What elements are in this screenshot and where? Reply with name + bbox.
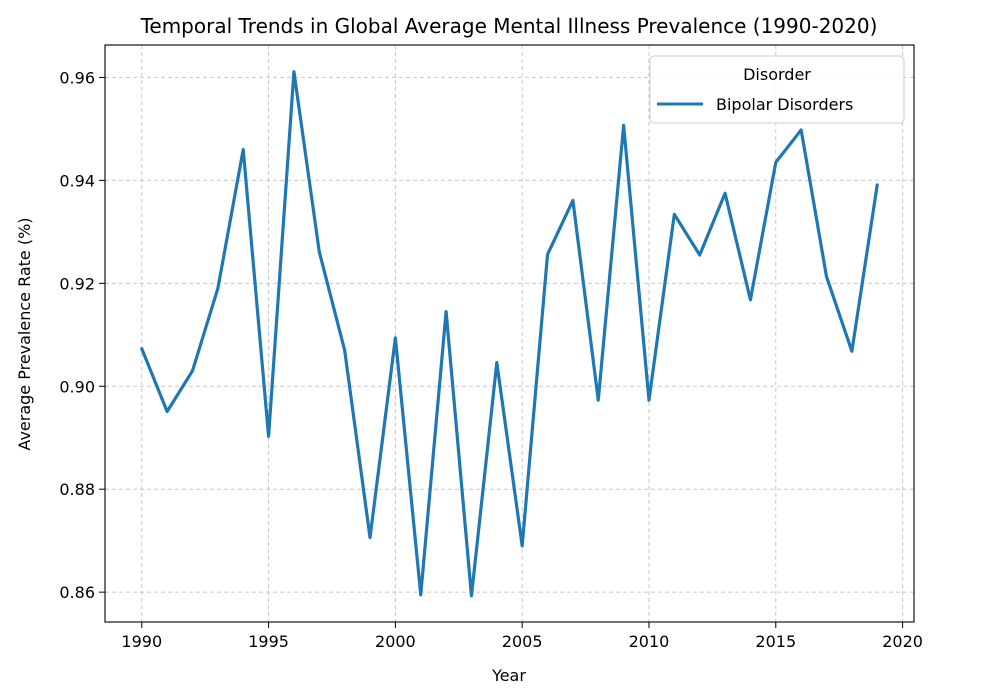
plot-frame <box>104 44 915 623</box>
y-tick-label: 0.96 <box>59 68 95 87</box>
legend-title: Disorder <box>743 65 811 84</box>
y-axis-label: Average Prevalence Rate (%) <box>15 217 34 450</box>
y-axis-ticks: 0.86 0.88 0.90 0.92 0.94 0.96 <box>59 68 105 602</box>
x-axis-ticks: 1990 1995 2000 2005 2010 2015 2020 <box>121 622 923 651</box>
y-tick-label: 0.92 <box>59 274 95 293</box>
chart-title: Temporal Trends in Global Average Mental… <box>140 14 878 38</box>
x-tick-label: 2020 <box>882 632 923 651</box>
x-tick-label: 2015 <box>755 632 796 651</box>
x-tick-label: 2005 <box>502 632 543 651</box>
series-line-bipolar-disorders <box>140 70 879 598</box>
legend-box <box>649 55 905 124</box>
x-tick-label: 1990 <box>121 632 162 651</box>
grid-lines <box>105 45 914 622</box>
x-tick-label: 1995 <box>248 632 289 651</box>
series-layer <box>140 70 879 598</box>
y-tick-label: 0.86 <box>59 583 95 602</box>
y-tick-label: 0.88 <box>59 480 95 499</box>
legend-label: Bipolar Disorders <box>716 95 853 114</box>
y-tick-label: 0.94 <box>59 171 95 190</box>
x-tick-label: 2000 <box>375 632 416 651</box>
x-axis-label: Year <box>491 666 526 685</box>
x-tick-label: 2010 <box>629 632 670 651</box>
legend: Disorder Bipolar Disorders <box>649 55 905 124</box>
y-tick-label: 0.90 <box>59 377 95 396</box>
